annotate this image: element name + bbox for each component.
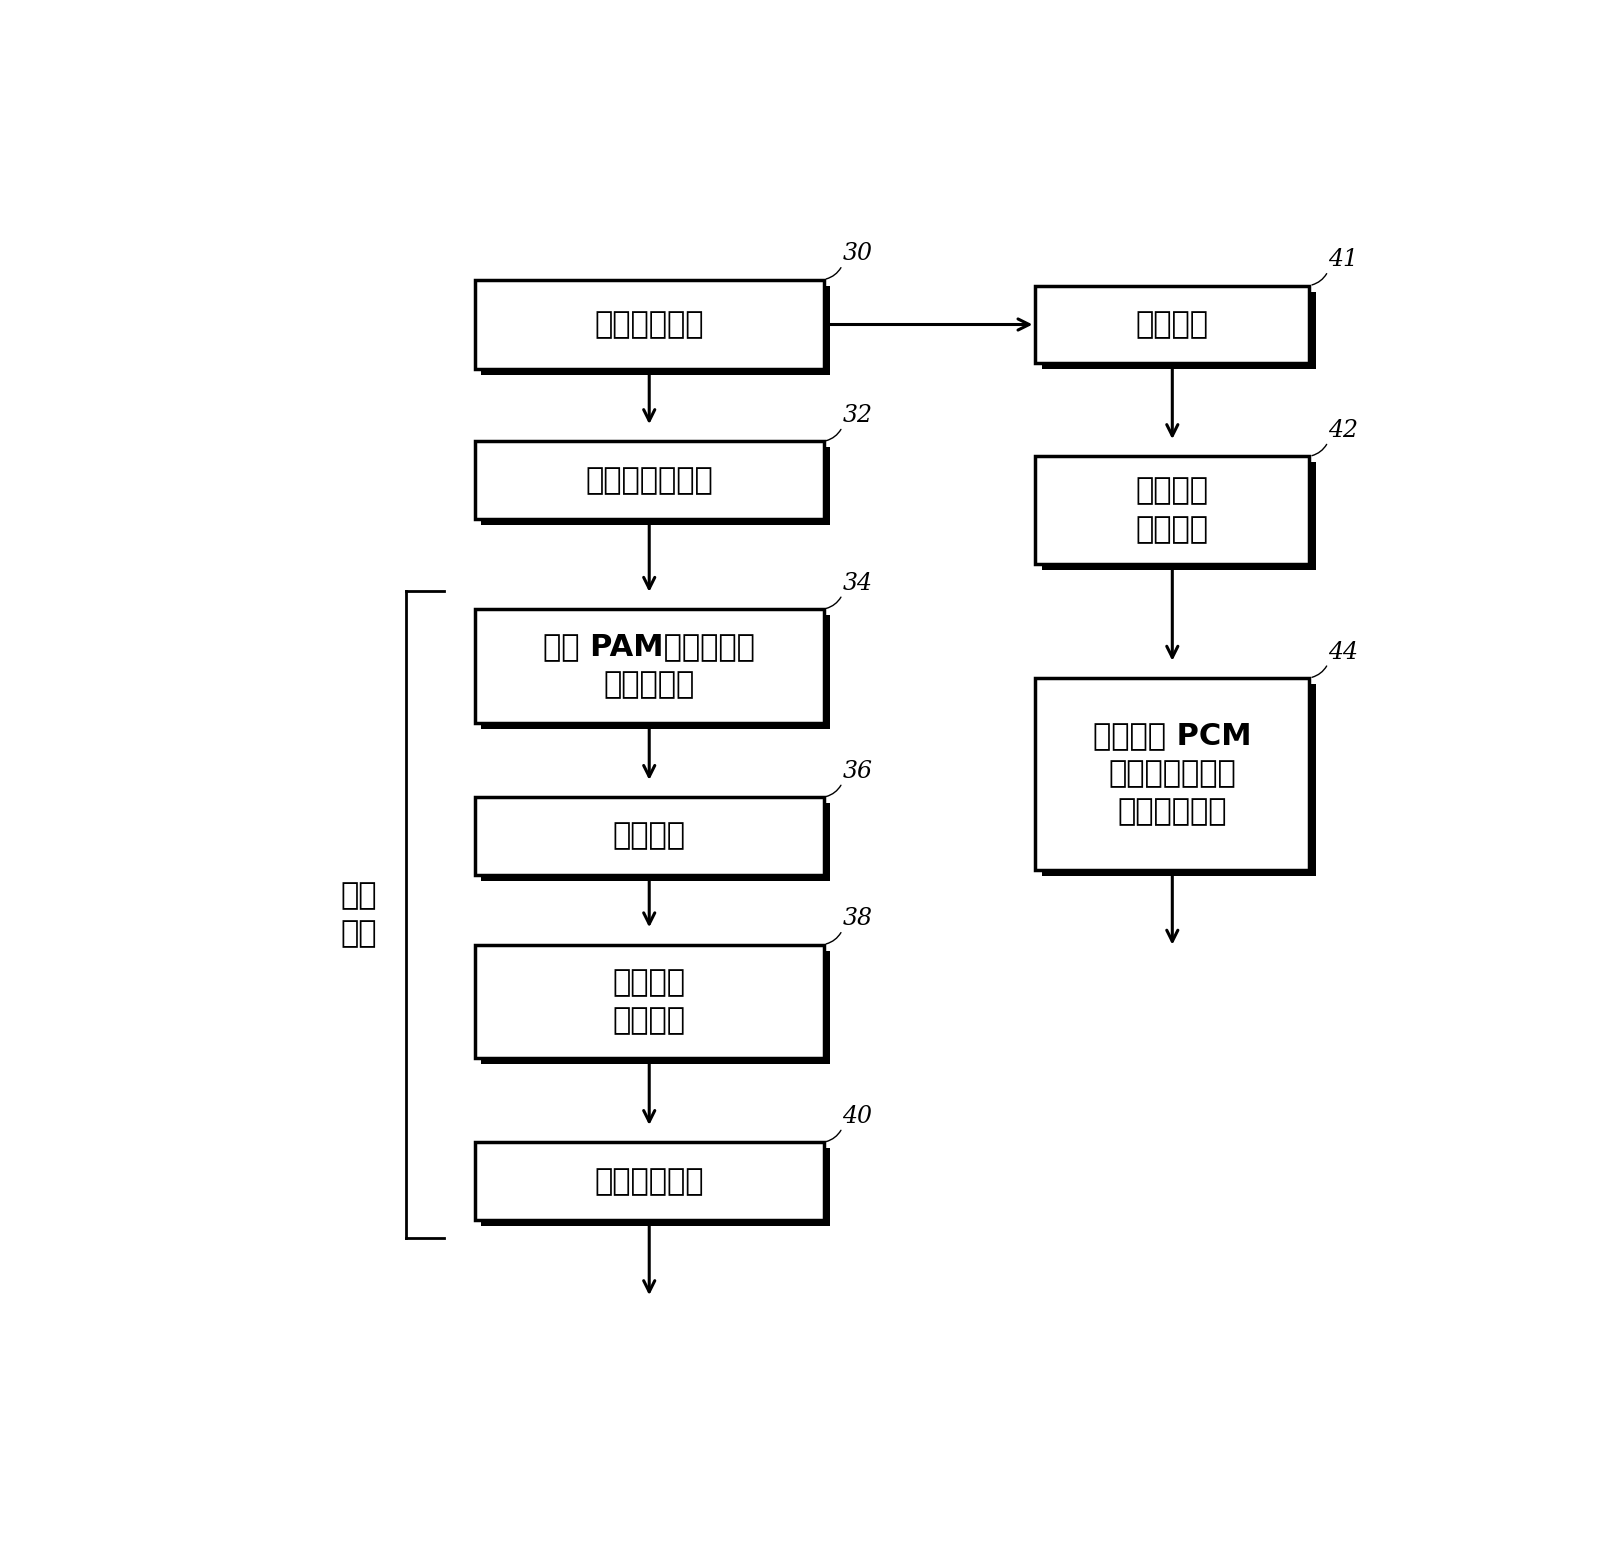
Text: 测量信道: 测量信道 <box>612 822 686 851</box>
Bar <box>1041 685 1316 876</box>
Bar <box>476 944 823 1058</box>
Bar <box>476 797 823 874</box>
Text: 44: 44 <box>1327 641 1358 663</box>
Bar <box>476 1142 823 1220</box>
Bar <box>476 608 823 724</box>
Text: 42: 42 <box>1327 419 1358 442</box>
Text: 设定新的
各项参数: 设定新的 各项参数 <box>612 968 686 1035</box>
Text: 30: 30 <box>842 243 873 265</box>
Text: 36: 36 <box>842 759 873 783</box>
Text: 测量信道: 测量信道 <box>1136 310 1208 339</box>
Bar <box>480 286 829 375</box>
Bar <box>1041 291 1316 369</box>
Bar <box>1035 286 1310 364</box>
Text: 设定新的
各项参数: 设定新的 各项参数 <box>1136 476 1208 543</box>
Bar <box>476 280 823 369</box>
Bar <box>480 803 829 881</box>
Bar <box>1041 462 1316 569</box>
Bar <box>480 447 829 526</box>
Bar <box>1035 456 1310 565</box>
Bar <box>1035 678 1310 870</box>
Bar <box>480 1148 829 1226</box>
Text: 41: 41 <box>1327 249 1358 271</box>
Text: 34: 34 <box>842 571 873 594</box>
Text: 32: 32 <box>842 405 873 426</box>
Text: 发送到另一侧: 发送到另一侧 <box>595 1167 704 1195</box>
Text: 40: 40 <box>842 1105 873 1128</box>
Text: 38: 38 <box>842 907 873 930</box>
Bar <box>480 615 829 728</box>
Bar <box>480 951 829 1064</box>
Text: 开始启动过程: 开始启动过程 <box>595 310 704 339</box>
Text: 经由 PAM发送预定义
的修葺信号: 经由 PAM发送预定义 的修葺信号 <box>543 632 755 700</box>
Text: 启动
模式: 启动 模式 <box>341 881 378 948</box>
Text: 切换到启动模式: 切换到启动模式 <box>585 465 714 495</box>
Bar <box>476 442 823 520</box>
Text: 经由高速 PCM
调制器向另一侧
发送各项参数: 经由高速 PCM 调制器向另一侧 发送各项参数 <box>1093 720 1252 826</box>
